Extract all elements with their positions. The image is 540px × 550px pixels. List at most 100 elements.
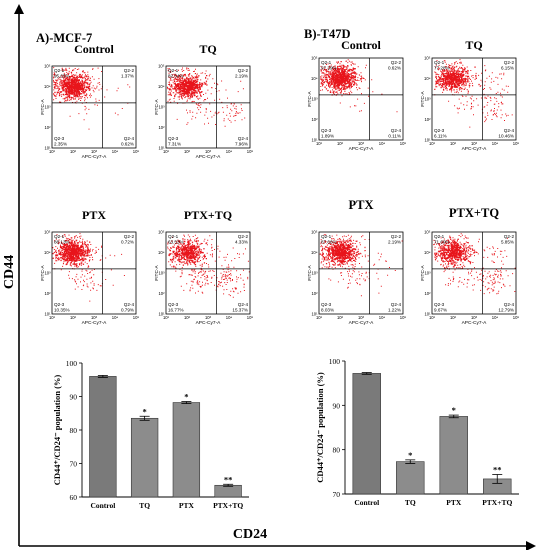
- flow-plot-frame: [318, 57, 404, 141]
- flow-y-tick: 10⁴: [424, 76, 431, 81]
- bar-category-label: PTX: [179, 501, 195, 510]
- bar-chart: 60 70 80 90 100 CD44⁺/CD24⁻ population (%) Con…: [52, 359, 249, 510]
- flow-y-tick: 10³: [311, 271, 318, 276]
- flow-dots: [319, 234, 403, 297]
- flow-plot-title: Control: [74, 42, 114, 56]
- flow-x-tick: 10²: [70, 315, 77, 320]
- gate-percent-q1: 95.65%: [54, 74, 70, 79]
- flow-y-tick: 10⁴: [424, 250, 431, 255]
- gate-percent-q3: 8.03%: [321, 308, 334, 313]
- flow-x-tick: 10⁵: [133, 315, 140, 320]
- figure-y-arrowhead: [14, 4, 24, 14]
- gate-percent-q3: 16.77%: [168, 308, 184, 313]
- flow-y-tick: 10⁵: [158, 230, 165, 235]
- flow-y-tick: 10⁵: [311, 56, 318, 61]
- gate-label-q3: Q2-3: [168, 136, 179, 141]
- bar-y-tick-label: 80: [70, 426, 78, 435]
- gate-label-q4: Q2-4: [504, 128, 515, 133]
- significance-marker: **: [493, 464, 502, 474]
- flow-y-tick: 10⁴: [311, 76, 318, 81]
- flow-plot: PTX Q2-188.13% Q2-20.72% Q2-310.35% Q2-40.79…: [40, 208, 139, 326]
- bar-y-tick-label: 70: [333, 490, 341, 499]
- flow-y-tick: 10⁵: [44, 64, 51, 69]
- flow-y-tick: 10²: [311, 291, 318, 296]
- bar-chart: 70 80 90 100 CD44⁺/CD24⁻ population (%) Contr…: [315, 357, 519, 507]
- significance-marker: *: [143, 406, 147, 416]
- figure-x-axis-label: CD24: [233, 527, 267, 542]
- gate-percent-q2: 4.33%: [235, 240, 248, 245]
- gate-label-q3: Q2-3: [54, 302, 65, 307]
- bar-y-axis-label: CD44⁺/CD24⁻ population (%): [315, 372, 325, 483]
- flow-plot: PTX Q2-187.66% Q2-22.19% Q2-38.03% Q2-41.22%…: [307, 198, 406, 326]
- flow-y-axis-label: FITC-A: [40, 98, 46, 114]
- flow-x-tick: 10¹: [163, 315, 170, 320]
- gate-label-q2: Q2-2: [391, 234, 402, 239]
- gate-label-q4: Q2-4: [391, 128, 402, 133]
- flow-plot: TQQ2-182.54%Q2-22.19%Q2-37.31%Q2-47.96%1…: [154, 42, 253, 160]
- bar-y-tick-label: 70: [70, 460, 78, 469]
- significance-marker: *: [184, 392, 188, 402]
- figure-x-arrowhead: [526, 541, 536, 550]
- gate-percent-q4: 12.79%: [498, 308, 514, 313]
- flow-y-tick: 10¹: [158, 312, 165, 317]
- flow-x-tick: 10¹: [429, 141, 436, 146]
- bar-control: [89, 376, 117, 498]
- flow-y-tick: 10¹: [424, 312, 431, 317]
- flow-x-tick: 10³: [91, 315, 98, 320]
- gate-label-q2: Q2-2: [391, 60, 402, 65]
- gate-label-q2: Q2-2: [504, 234, 515, 239]
- flow-x-tick: 10⁵: [133, 149, 140, 154]
- flow-x-tick: 10⁴: [492, 315, 499, 320]
- flow-y-axis-label: FITC-A: [40, 264, 46, 280]
- gate-label-q2: Q2-2: [504, 60, 515, 65]
- flow-plot-frame: [51, 65, 137, 149]
- gate-label-q1: Q2-1: [321, 234, 332, 239]
- flow-y-axis-label: FITC-A: [420, 264, 426, 280]
- gate-percent-q4: 7.96%: [235, 142, 248, 147]
- gate-label-q3: Q2-3: [168, 302, 179, 307]
- flow-x-tick: 10²: [70, 149, 77, 154]
- gate-percent-q3: 9.67%: [434, 308, 447, 313]
- bar-category-label: PTX: [446, 498, 462, 507]
- bar-y-tick-label: 100: [329, 357, 341, 366]
- flow-x-axis-label: APC-Cy7-A: [462, 146, 488, 152]
- flow-y-tick: 10³: [311, 97, 318, 102]
- flow-x-tick: 10⁴: [226, 149, 233, 154]
- flow-y-tick: 10³: [424, 97, 431, 102]
- bar-category-label: Control: [354, 498, 379, 507]
- gate-percent-q4: 0.62%: [121, 142, 134, 147]
- flow-event-dots: [53, 67, 131, 130]
- gate-percent-q2: 2.19%: [235, 74, 248, 79]
- flow-y-tick: 10⁴: [44, 250, 51, 255]
- flow-x-tick: 10⁴: [112, 315, 119, 320]
- flow-x-tick: 10²: [337, 315, 344, 320]
- flow-x-tick: 10⁴: [379, 315, 386, 320]
- flow-x-axis-label: APC-Cy7-A: [462, 320, 488, 326]
- flow-y-tick: 10⁵: [158, 64, 165, 69]
- bar-y-tick-label: 100: [66, 359, 78, 368]
- flow-plot-frame: [51, 231, 137, 315]
- flow-dots: [434, 59, 513, 128]
- gate-label-q4: Q2-4: [391, 302, 402, 307]
- flow-x-tick: 10⁵: [247, 315, 254, 320]
- gate-label-q2: Q2-2: [124, 68, 135, 73]
- flow-x-axis-label: APC-Cy7-A: [196, 154, 222, 160]
- flow-y-tick: 10⁴: [44, 84, 51, 89]
- flow-x-tick: 10⁵: [513, 315, 520, 320]
- gate-label-q1: Q2-1: [54, 68, 65, 73]
- panel-b-label: B)-T47D: [304, 27, 351, 41]
- flow-y-tick: 10¹: [44, 312, 51, 317]
- flow-x-tick: 10³: [358, 315, 365, 320]
- gate-label-q1: Q2-1: [434, 60, 445, 65]
- gate-label-q3: Q2-3: [54, 136, 65, 141]
- flow-x-tick: 10⁵: [400, 141, 407, 146]
- flow-x-tick: 10⁴: [492, 141, 499, 146]
- flow-cytometry-plots: ControlQ2-195.65%Q2-21.37%Q2-32.35%Q2-40…: [40, 38, 519, 326]
- gate-percent-q4: 1.22%: [388, 308, 401, 313]
- gate-percent-q3: 1.89%: [321, 134, 334, 139]
- flow-x-axis-label: APC-Cy7-A: [82, 154, 108, 160]
- flow-dots: [433, 233, 516, 295]
- flow-x-tick: 10²: [184, 149, 191, 154]
- bar-y-tick-label: 90: [70, 393, 78, 402]
- flow-y-tick: 10⁵: [311, 230, 318, 235]
